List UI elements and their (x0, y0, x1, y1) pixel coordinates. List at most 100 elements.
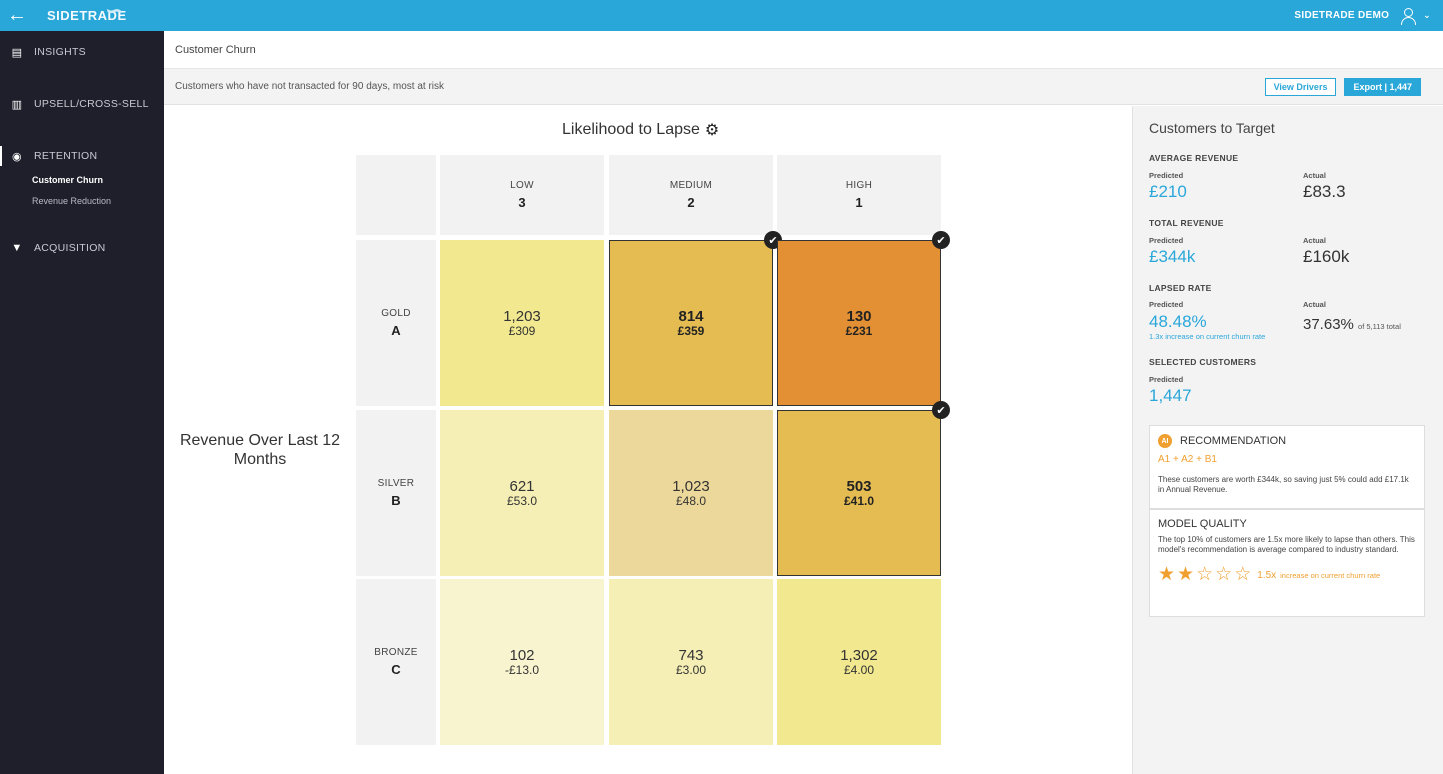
cell-value: £48.0 (675, 493, 707, 508)
cell-value: £41.0 (843, 493, 875, 508)
avg-revenue-actual-value: £83.3 (1303, 182, 1346, 201)
sidebar-subitem-customer-churn[interactable]: Customer Churn (32, 175, 104, 185)
matrix-title: Likelihood to Lapse ⚙ (562, 121, 720, 139)
lapsed-rate-predicted-note: 1.3x increase on current churn rate (1149, 332, 1266, 341)
recommendation-card: AI RECOMMENDATION A1 + A2 + B1 These cus… (1149, 425, 1425, 509)
model-quality-title: MODEL QUALITY (1158, 518, 1247, 530)
lapsed-rate-predicted-value: 48.48% (1149, 312, 1207, 331)
check-icon[interactable]: ✔ (932, 401, 950, 419)
cell-count: 503 (846, 477, 872, 495)
logo-swirl-icon: ∽ (105, 0, 124, 23)
segment-description: Customers who have not transacted for 90… (175, 81, 445, 92)
retention-icon: ◉ (12, 150, 22, 163)
y-axis-label: Revenue Over Last 12 Months (179, 432, 341, 468)
recommendation-formula: A1 + A2 + B1 (1158, 454, 1217, 465)
column-rank: 3 (518, 195, 526, 210)
logo: SIDETRADE ∽ (47, 0, 127, 23)
matrix-cell-a1[interactable]: 130 £231 (777, 240, 941, 406)
model-quality-text: The top 10% of customers are 1.5x more l… (1158, 535, 1415, 554)
sidebar-item-retention[interactable]: ◉ RETENTION (0, 146, 164, 166)
selected-customers-predicted-value: 1,447 (1149, 386, 1192, 405)
sub-header: Customers who have not transacted for 90… (164, 69, 1443, 105)
cell-value: £4.00 (843, 662, 875, 677)
column-label: HIGH (845, 180, 873, 191)
lapsed-rate-actual-note: of 5,113 total (1358, 322, 1401, 331)
cell-count: 814 (678, 307, 704, 325)
top-bar: ← SIDETRADE ∽ SIDETRADE DEMO ⌄ (0, 0, 1443, 31)
selected-customers-predicted-label: Predicted (1149, 375, 1184, 384)
row-header-gold: GOLD A (356, 240, 436, 406)
model-quality-rating: ★ ★ ☆ ☆ ☆ 1.5x increase on current churn rat… (1158, 565, 1416, 585)
selected-customers-heading: SELECTED CUSTOMERS (1149, 357, 1257, 367)
cell-count: 743 (678, 646, 704, 664)
row-label: BRONZE (374, 647, 418, 658)
matrix-cell-c2[interactable]: 743 £3.00 (609, 579, 773, 745)
chevron-down-icon: ⌄ (1423, 10, 1431, 20)
check-icon[interactable]: ✔ (932, 231, 950, 249)
matrix-cell-b2[interactable]: 1,023 £48.0 (609, 410, 773, 576)
user-menu[interactable]: SIDETRADE DEMO ⌄ (1294, 7, 1431, 25)
matrix-cell-a3[interactable]: 1,203 £309 (440, 240, 604, 406)
avg-revenue-actual-label: Actual (1303, 171, 1326, 180)
breadcrumb: Customer Churn (164, 31, 1443, 69)
row-letter: A (391, 323, 401, 338)
user-icon (1399, 7, 1417, 25)
cell-value: £359 (677, 323, 705, 338)
model-quality-multiplier-note: increase on current churn rate (1280, 570, 1381, 580)
matrix-cell-c1[interactable]: 1,302 £4.00 (777, 579, 941, 745)
star-empty-icon: ☆ (1215, 564, 1233, 585)
cell-count: 621 (509, 477, 535, 495)
cell-value: -£13.0 (504, 662, 540, 677)
view-drivers-button[interactable]: View Drivers (1264, 77, 1337, 96)
lapsed-rate-actual-value: 37.63% of 5,113 total (1303, 316, 1401, 333)
star-empty-icon: ☆ (1234, 564, 1252, 585)
matrix-cell-b3[interactable]: 621 £53.0 (440, 410, 604, 576)
total-revenue-actual-value: £160k (1303, 247, 1350, 266)
cell-value: £309 (508, 323, 536, 338)
export-button[interactable]: Export | 1,447 (1344, 77, 1421, 96)
recommendation-text: These customers are worth £344k, so savi… (1158, 475, 1409, 494)
matrix-corner (356, 155, 436, 235)
column-label: MEDIUM (669, 180, 713, 191)
star-filled-icon: ★ (1177, 564, 1195, 585)
column-header-low: LOW 3 (440, 155, 604, 235)
cell-value: £231 (845, 323, 873, 338)
acquisition-icon: ▼ (11, 242, 23, 254)
matrix-cell-b1[interactable]: 503 £41.0 (777, 410, 941, 576)
cell-count: 1,302 (840, 646, 878, 664)
total-revenue-heading: TOTAL REVENUE (1149, 218, 1224, 228)
column-header-high: HIGH 1 (777, 155, 941, 235)
gear-icon[interactable]: ⚙ (704, 122, 720, 139)
star-filled-icon: ★ (1158, 564, 1176, 585)
model-quality-card: MODEL QUALITY The top 10% of customers a… (1149, 509, 1425, 617)
sidebar-item-acquisition[interactable]: ▼ ACQUISITION (11, 242, 106, 254)
matrix-cell-a2[interactable]: 814 £359 (609, 240, 773, 406)
ai-badge-icon: AI (1158, 434, 1172, 448)
cell-value: £3.00 (675, 662, 707, 677)
avg-revenue-predicted-label: Predicted (1149, 171, 1184, 180)
insights-icon: ▤ (11, 46, 23, 59)
chart-icon: ▥ (11, 98, 23, 111)
sidebar-subitem-revenue-reduction[interactable]: Revenue Reduction (32, 196, 112, 206)
star-empty-icon: ☆ (1196, 564, 1214, 585)
row-label: GOLD (381, 308, 411, 319)
cell-count: 1,203 (503, 307, 541, 325)
column-label: LOW (510, 180, 534, 191)
row-letter: B (391, 493, 401, 508)
user-name: SIDETRADE DEMO (1294, 10, 1390, 21)
sidebar-item-insights[interactable]: ▤ INSIGHTS (11, 46, 86, 59)
matrix-cell-c3[interactable]: 102 -£13.0 (440, 579, 604, 745)
back-arrow-icon[interactable]: ← (7, 4, 27, 26)
total-revenue-predicted-value: £344k (1149, 247, 1196, 266)
cell-count: 102 (509, 646, 535, 664)
average-revenue-heading: AVERAGE REVENUE (1149, 153, 1239, 163)
lapsed-rate-heading: LAPSED RATE (1149, 283, 1212, 293)
cell-value: £53.0 (506, 493, 538, 508)
sidebar-item-upsell[interactable]: ▥ UPSELL/CROSS-SELL (11, 98, 149, 111)
row-header-silver: SILVER B (356, 410, 436, 576)
avg-revenue-predicted-value: £210 (1149, 182, 1187, 201)
row-header-bronze: BRONZE C (356, 579, 436, 745)
customers-to-target-panel: Customers to Target AVERAGE REVENUE Pred… (1132, 106, 1443, 774)
lapsed-rate-actual-label: Actual (1303, 300, 1326, 309)
row-letter: C (391, 662, 401, 677)
